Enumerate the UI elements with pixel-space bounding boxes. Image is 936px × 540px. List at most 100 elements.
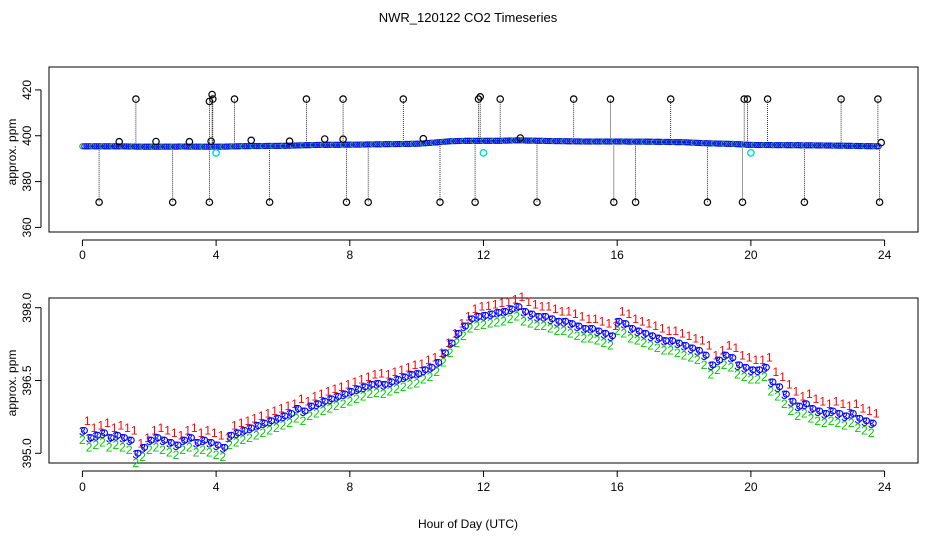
series-1-point: 1 — [766, 351, 773, 365]
series-o-point — [348, 388, 356, 396]
series-2-point: 2 — [273, 421, 280, 435]
series-o-point — [80, 426, 88, 435]
series-3-point: 3 — [554, 315, 561, 329]
series-1-point: 1 — [425, 353, 432, 367]
series-1-point: 1 — [164, 424, 171, 438]
series-1-point: 1 — [719, 343, 726, 357]
series-3-point: 3 — [647, 330, 654, 344]
baseline-point — [759, 141, 766, 149]
series-o-point — [288, 409, 296, 418]
series-3-point: 3 — [393, 374, 400, 388]
baseline-point — [197, 143, 204, 150]
series-3-point: 3 — [453, 327, 460, 341]
baseline-point — [648, 138, 656, 145]
baseline-point — [131, 143, 138, 150]
baseline-point — [225, 143, 232, 150]
series-1-point: 1 — [465, 309, 472, 323]
series-3-point: 3 — [507, 303, 514, 317]
series-2-point: 2 — [240, 433, 247, 447]
series-2-point: 2 — [828, 414, 835, 428]
baseline-point — [574, 138, 581, 145]
series-o-point — [281, 412, 289, 420]
series-1-point: 1 — [525, 295, 532, 309]
series-3-point: 3 — [614, 315, 621, 329]
series-o-point — [749, 366, 757, 374]
baseline-point — [688, 139, 696, 146]
series-2-point: 2 — [701, 358, 708, 372]
series-1-point: 1 — [432, 351, 439, 365]
series-3-point: 3 — [260, 417, 267, 431]
series-3-point: 3 — [373, 377, 380, 391]
baseline-point — [327, 141, 335, 148]
baseline-point — [618, 138, 626, 145]
series-3-point: 3 — [293, 403, 300, 417]
series-o-point — [87, 434, 95, 442]
series-3-point: 3 — [433, 357, 440, 371]
baseline-point — [546, 137, 553, 145]
series-o-point — [441, 349, 449, 357]
series-3-point: 3 — [226, 429, 233, 443]
series-3-point: 3 — [761, 361, 768, 375]
near-outlier-point — [339, 135, 347, 144]
baseline-point — [795, 142, 802, 149]
baseline-point — [181, 143, 188, 150]
series-o-point — [522, 308, 530, 316]
series-2-point: 2 — [226, 438, 233, 452]
baseline-point — [217, 143, 224, 150]
series-1-point: 1 — [512, 293, 519, 307]
low-outlier-point — [342, 198, 351, 207]
series-1-point: 1 — [492, 297, 499, 311]
baseline-point — [510, 137, 517, 144]
baseline-point — [504, 137, 511, 144]
baseline-point — [596, 138, 603, 145]
baseline-point — [658, 138, 666, 146]
series-2-point: 2 — [420, 373, 427, 387]
series-3-point: 3 — [360, 381, 367, 395]
baseline-point — [474, 137, 481, 144]
series-2-point: 2 — [427, 370, 434, 384]
series-3-point: 3 — [153, 432, 160, 446]
series-1-point: 1 — [666, 324, 673, 338]
series-1-point: 1 — [271, 404, 278, 418]
series-o-point — [762, 363, 770, 371]
series-1-point: 1 — [679, 326, 686, 340]
series-o-point — [595, 327, 603, 335]
series-1-point: 1 — [178, 428, 185, 442]
series-1-point: 1 — [686, 329, 693, 343]
baseline-point — [791, 142, 798, 149]
series-o-point — [134, 449, 142, 457]
series-2-point: 2 — [507, 312, 514, 326]
baseline-point — [765, 141, 772, 149]
near-outlier-point — [419, 134, 428, 143]
baseline-point — [374, 141, 381, 148]
baseline-point — [823, 142, 830, 149]
baseline-point — [420, 140, 427, 147]
baseline-point — [277, 142, 285, 149]
series-2-point: 2 — [153, 441, 160, 455]
high-outlier-point — [740, 95, 749, 103]
series-1-point: 1 — [358, 373, 365, 387]
series-1-point: 1 — [472, 302, 479, 316]
series-2-point: 2 — [721, 358, 728, 372]
series-3-point: 3 — [494, 307, 501, 321]
baseline-point — [81, 143, 88, 150]
series-o-point — [842, 412, 851, 420]
baseline-point — [191, 143, 198, 150]
near-outlier-point — [247, 136, 256, 145]
baseline-point — [269, 142, 277, 150]
baseline-point — [185, 143, 192, 150]
series-3-point: 3 — [427, 361, 434, 375]
series-3-point: 3 — [721, 349, 728, 363]
series-2-point: 2 — [126, 443, 133, 457]
series-o-point — [154, 434, 162, 442]
series-2-point: 2 — [794, 409, 801, 423]
baseline-point — [89, 143, 96, 150]
baseline-point — [243, 142, 251, 150]
series-1-point: 1 — [485, 299, 492, 313]
series-2-point: 2 — [306, 409, 313, 423]
low-outlier-point — [609, 198, 618, 207]
y-tick-label: 360 — [20, 217, 34, 237]
series-3-point: 3 — [674, 337, 681, 351]
bottom-panel: 22 2 2 2 2 2 22 22 2 2 2 2 2 2 2 2 2 2 22 2 2 2 2 2 2 2 2 2 2 2 2 2 2 2 2 2… — [5, 290, 919, 494]
baseline-point — [175, 143, 182, 150]
